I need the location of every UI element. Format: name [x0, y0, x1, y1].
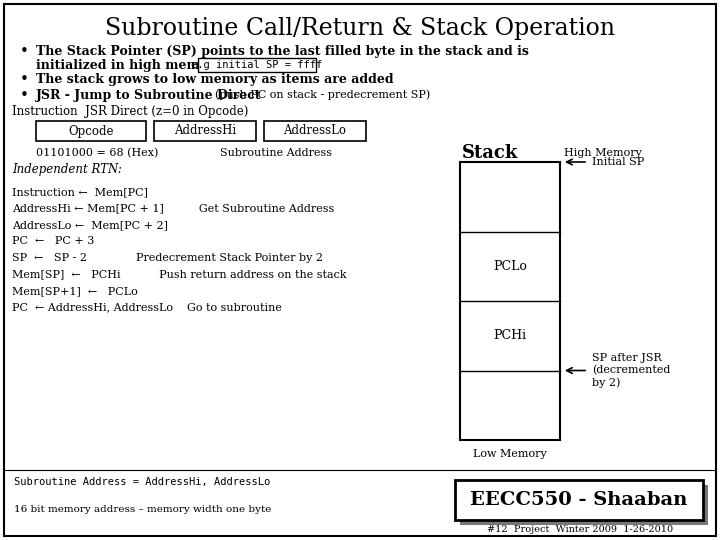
Text: #12  Project  Winter 2009  1-26-2010: #12 Project Winter 2009 1-26-2010: [487, 525, 673, 535]
Text: SP after JSR
(decremented
by 2): SP after JSR (decremented by 2): [592, 353, 670, 388]
Bar: [36, 121, 146, 141]
Text: Mem[SP]  ←   PCHi           Push return address on the stack: Mem[SP] ← PCHi Push return address on th…: [12, 269, 346, 280]
Text: 16 bit memory address – memory width one byte: 16 bit memory address – memory width one…: [14, 505, 271, 515]
Text: •: •: [20, 72, 29, 87]
Text: The stack grows to low memory as items are added: The stack grows to low memory as items a…: [36, 73, 394, 86]
Text: Instruction ←  Mem[PC]: Instruction ← Mem[PC]: [12, 187, 148, 197]
Text: Subroutine Call/Return & Stack Operation: Subroutine Call/Return & Stack Operation: [105, 17, 615, 39]
Text: Independent RTN:: Independent RTN:: [12, 164, 122, 177]
Text: EECC550 - Shaaban: EECC550 - Shaaban: [470, 491, 688, 509]
Text: Stack: Stack: [462, 144, 518, 162]
Text: AddressLo ←  Mem[PC + 2]: AddressLo ← Mem[PC + 2]: [12, 220, 168, 230]
Text: PC  ←   PC + 3: PC ← PC + 3: [12, 237, 94, 246]
Text: High Memory: High Memory: [564, 148, 642, 158]
Text: Subroutine Address = AddressHi, AddressLo: Subroutine Address = AddressHi, AddressL…: [14, 477, 270, 487]
Text: Instruction  JSR Direct (z=0 in Opcode): Instruction JSR Direct (z=0 in Opcode): [12, 105, 248, 118]
Text: Mem[SP+1]  ←   PCLo: Mem[SP+1] ← PCLo: [12, 286, 138, 296]
Text: JSR - Jump to Subroutine Direct: JSR - Jump to Subroutine Direct: [36, 89, 261, 102]
Text: Initial SP: Initial SP: [592, 157, 644, 167]
Text: (push PC on stack - predecrement SP): (push PC on stack - predecrement SP): [208, 90, 431, 100]
Bar: [154, 121, 256, 141]
Text: •: •: [20, 87, 29, 103]
Bar: [198, 58, 316, 72]
Text: e.g initial SP = ffff: e.g initial SP = ffff: [192, 60, 323, 70]
Bar: [460, 485, 708, 525]
Text: PCLo: PCLo: [493, 260, 527, 273]
Text: SP  ←   SP - 2              Predecrement Stack Pointer by 2: SP ← SP - 2 Predecrement Stack Pointer b…: [12, 253, 323, 263]
Text: AddressHi: AddressHi: [174, 125, 236, 138]
Bar: [264, 121, 366, 141]
Bar: [455, 480, 703, 520]
Text: Low Memory: Low Memory: [473, 449, 547, 459]
Text: AddressLo: AddressLo: [284, 125, 346, 138]
Text: Subroutine Address: Subroutine Address: [220, 148, 332, 158]
Text: AddressHi ← Mem[PC + 1]          Get Subroutine Address: AddressHi ← Mem[PC + 1] Get Subroutine A…: [12, 204, 334, 213]
Bar: [460, 162, 560, 440]
Text: Opcode: Opcode: [68, 125, 114, 138]
Text: PCHi: PCHi: [493, 329, 526, 342]
Text: •: •: [20, 44, 29, 59]
Text: The Stack Pointer (SP) points to the last filled byte in the stack and is: The Stack Pointer (SP) points to the las…: [36, 45, 529, 58]
Text: initialized in high memory: initialized in high memory: [36, 58, 222, 71]
Text: 01101000 = 68 (Hex): 01101000 = 68 (Hex): [36, 148, 158, 158]
Text: PC  ← AddressHi, AddressLo    Go to subroutine: PC ← AddressHi, AddressLo Go to subrouti…: [12, 302, 282, 313]
